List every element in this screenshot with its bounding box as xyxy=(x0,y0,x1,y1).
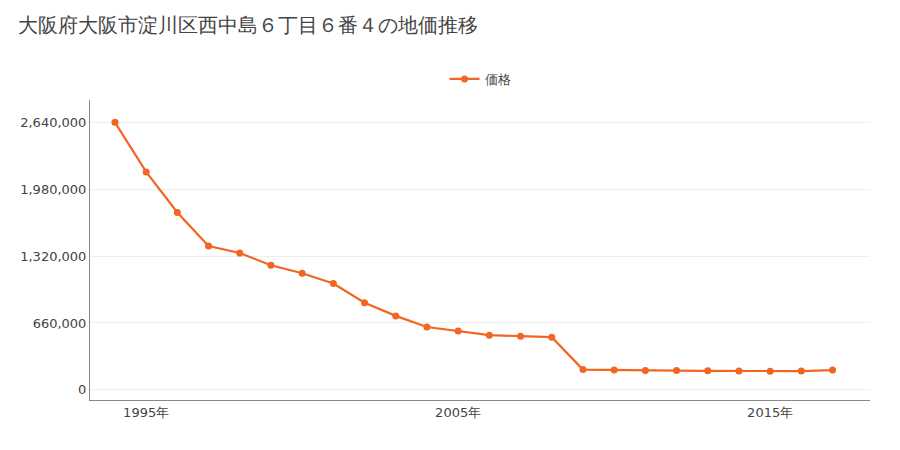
svg-text:1995年: 1995年 xyxy=(123,405,169,420)
svg-text:0: 0 xyxy=(78,382,86,397)
svg-text:1,980,000: 1,980,000 xyxy=(20,182,86,197)
svg-text:2015年: 2015年 xyxy=(747,405,793,420)
svg-text:1,320,000: 1,320,000 xyxy=(20,249,86,264)
svg-text:2,640,000: 2,640,000 xyxy=(20,115,86,130)
svg-text:2005年: 2005年 xyxy=(435,405,481,420)
svg-text:660,000: 660,000 xyxy=(33,316,87,331)
svg-text:大阪府大阪市淀川区西中島６丁目６番４の地価推移: 大阪府大阪市淀川区西中島６丁目６番４の地価推移 xyxy=(18,13,478,37)
svg-text:価格: 価格 xyxy=(485,72,511,87)
